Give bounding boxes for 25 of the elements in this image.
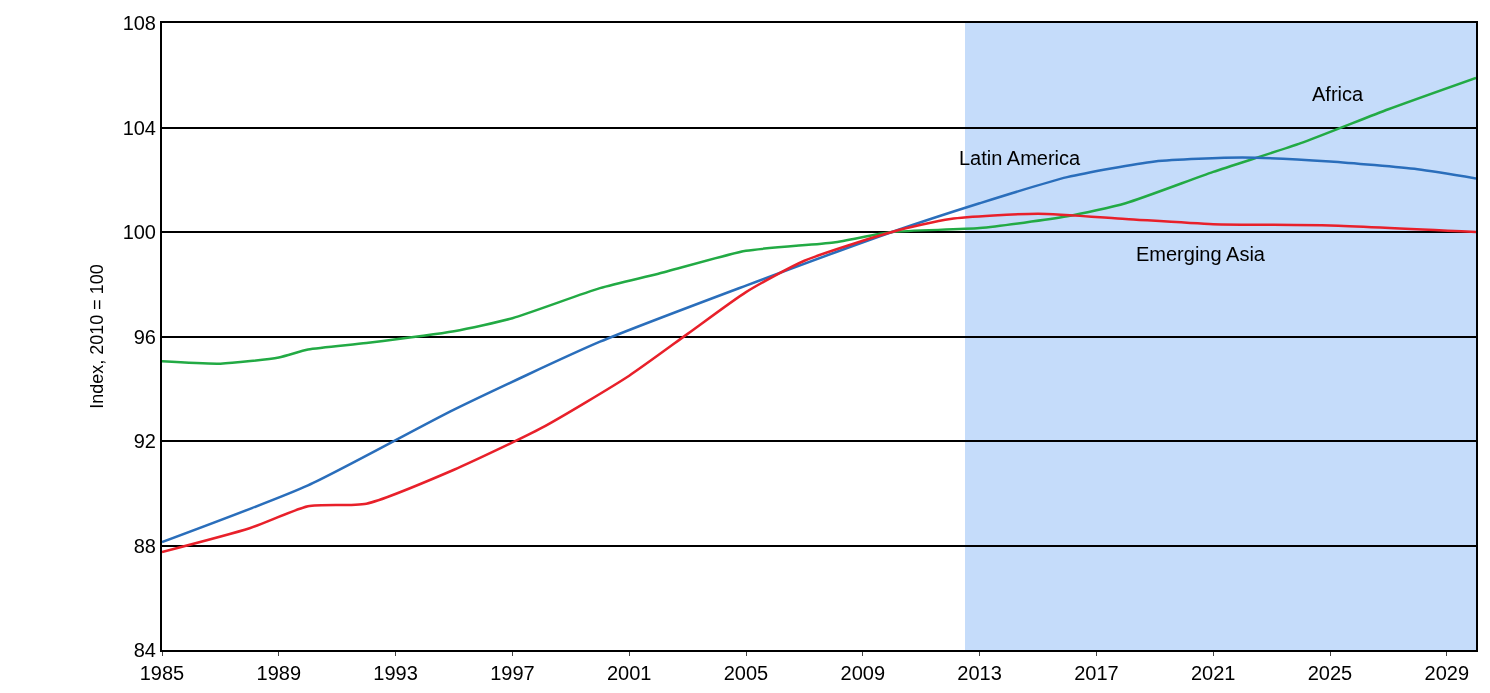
y-tick-label: 84 (133, 639, 156, 661)
y-tick-label: 108 (122, 12, 156, 34)
x-tick-label: 2017 (1074, 662, 1119, 684)
line-series (162, 76, 1476, 365)
x-tick-label: 1997 (490, 662, 535, 684)
x-tick-label: 1989 (256, 662, 302, 684)
line-series (162, 212, 1476, 554)
annotation: Africa (1312, 83, 1364, 105)
y-tick-label: 88 (133, 534, 156, 557)
x-tick-label: 1993 (373, 662, 418, 684)
x-tick-label: 1985 (139, 662, 185, 684)
annotation: Emerging Asia (1136, 243, 1266, 265)
x-tick-label: 2001 (606, 662, 652, 684)
y-tick-label: 104 (122, 116, 156, 139)
x-tick-label: 2005 (723, 662, 769, 684)
x-tick-label: 2021 (1190, 662, 1236, 684)
y-axis-title: Index, 2010 = 100 (87, 264, 108, 409)
x-tick-label: 2029 (1424, 662, 1470, 684)
annotation: Latin America (959, 147, 1082, 169)
x-tick-label: 2025 (1307, 662, 1353, 684)
y-tick-label: 96 (133, 325, 156, 348)
y-tick-label: 92 (133, 430, 156, 452)
x-tick-label: 2013 (957, 662, 1002, 684)
y-tick-label: 100 (122, 221, 156, 243)
x-tick-label: 2009 (840, 662, 886, 684)
